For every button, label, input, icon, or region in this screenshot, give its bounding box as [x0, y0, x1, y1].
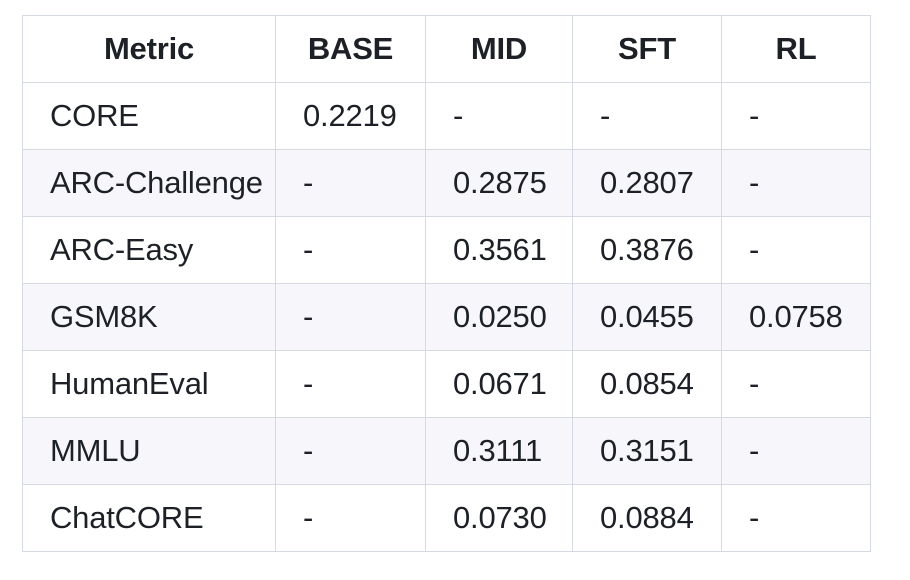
table-cell: - [572, 82, 722, 150]
table-cell: 0.3876 [572, 216, 722, 284]
table-cell: - [275, 283, 426, 351]
column-header-rl: RL [721, 15, 871, 83]
column-header-metric: Metric [22, 15, 276, 83]
table-cell: - [721, 484, 871, 552]
table-row-mmlu: MMLU - 0.3111 0.3151 - [22, 417, 871, 485]
table-cell: 0.0758 [721, 283, 871, 351]
table-cell: - [721, 216, 871, 284]
metrics-table: Metric BASE MID SFT RL CORE 0.2219 - - -… [22, 15, 871, 552]
table-cell: 0.2875 [425, 149, 573, 217]
table-cell: 0.0250 [425, 283, 573, 351]
table-cell: 0.2807 [572, 149, 722, 217]
table-cell: 0.3151 [572, 417, 722, 485]
table-cell: - [425, 82, 573, 150]
table-row-humaneval: HumanEval - 0.0671 0.0854 - [22, 350, 871, 418]
table-cell: 0.0671 [425, 350, 573, 418]
table-cell: - [721, 149, 871, 217]
table-row-arc-challenge: ARC-Challenge - 0.2875 0.2807 - [22, 149, 871, 217]
cell-metric-name: ARC-Easy [22, 216, 276, 284]
cell-metric-name: ARC-Challenge [22, 149, 276, 217]
table-cell: - [721, 350, 871, 418]
column-header-base: BASE [275, 15, 426, 83]
table-cell: 0.3111 [425, 417, 573, 485]
table-cell: 0.0854 [572, 350, 722, 418]
table-row-gsm8k: GSM8K - 0.0250 0.0455 0.0758 [22, 283, 871, 351]
table-cell: - [275, 216, 426, 284]
table-row-chatcore: ChatCORE - 0.0730 0.0884 - [22, 484, 871, 552]
table-cell: 0.0455 [572, 283, 722, 351]
table-row-arc-easy: ARC-Easy - 0.3561 0.3876 - [22, 216, 871, 284]
table-cell: 0.0730 [425, 484, 573, 552]
column-header-sft: SFT [572, 15, 722, 83]
table-cell: - [721, 82, 871, 150]
table-cell: - [275, 149, 426, 217]
table-row-core: CORE 0.2219 - - - [22, 82, 871, 150]
cell-metric-name: ChatCORE [22, 484, 276, 552]
cell-metric-name: GSM8K [22, 283, 276, 351]
cell-metric-name: MMLU [22, 417, 276, 485]
cell-metric-name: CORE [22, 82, 276, 150]
column-header-mid: MID [425, 15, 573, 83]
table-cell: 0.3561 [425, 216, 573, 284]
table-cell: - [275, 417, 426, 485]
table-cell: - [275, 350, 426, 418]
table-header-row: Metric BASE MID SFT RL [22, 15, 871, 83]
table-cell: - [275, 484, 426, 552]
table-cell: 0.2219 [275, 82, 426, 150]
cell-metric-name: HumanEval [22, 350, 276, 418]
table-cell: - [721, 417, 871, 485]
table-cell: 0.0884 [572, 484, 722, 552]
